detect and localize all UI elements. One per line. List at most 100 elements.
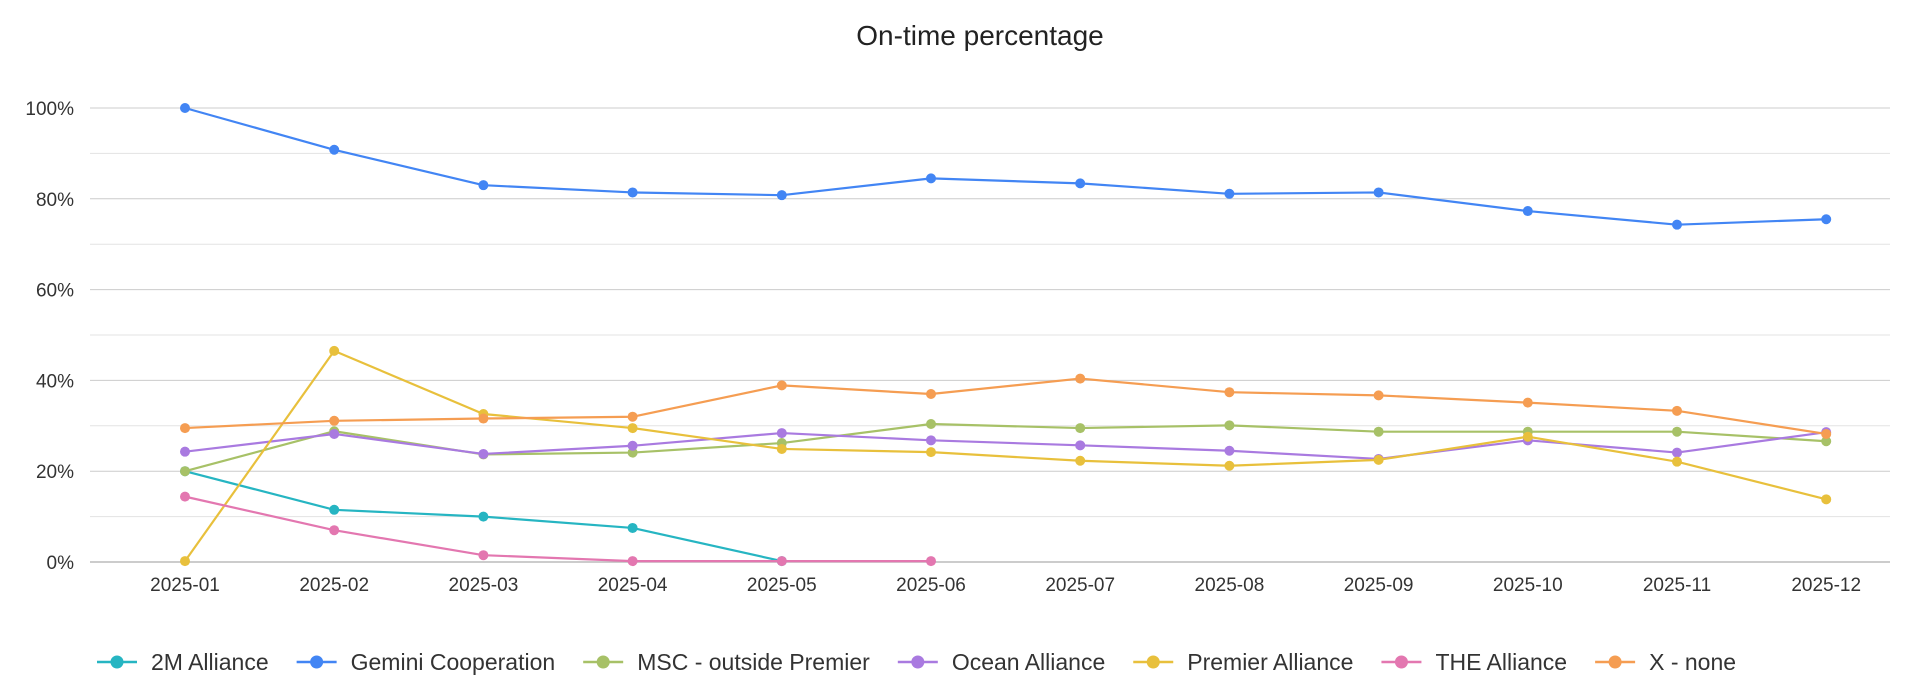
data-point <box>1075 373 1086 384</box>
data-point <box>926 389 936 400</box>
series-group <box>180 103 1832 567</box>
data-point <box>180 491 190 502</box>
x-tick-label: 2025-06 <box>896 575 966 596</box>
data-point <box>1224 387 1235 398</box>
data-point <box>1522 206 1533 217</box>
legend-swatch-marker <box>1394 655 1408 669</box>
data-point <box>627 522 638 533</box>
data-point <box>1224 445 1235 456</box>
data-point <box>478 448 489 459</box>
x-tick-label: 2025-01 <box>150 575 220 596</box>
legend-item: MSC - outside Premier <box>583 649 870 675</box>
x-tick-label: 2025-07 <box>1045 575 1115 596</box>
data-point <box>776 380 787 391</box>
y-tick-label: 0% <box>47 553 75 574</box>
y-tick-label: 60% <box>36 281 74 302</box>
x-tick-label: 2025-05 <box>747 575 817 596</box>
legend-label: MSC - outside Premier <box>637 649 870 675</box>
data-point <box>627 423 638 434</box>
legend-label: THE Alliance <box>1435 649 1567 675</box>
y-tick-label: 20% <box>36 462 74 483</box>
x-tick-label: 2025-11 <box>1643 575 1711 596</box>
data-point <box>1075 440 1086 451</box>
series-line <box>184 349 1827 562</box>
data-point <box>1224 460 1235 471</box>
data-point <box>329 345 340 356</box>
y-tick-label: 40% <box>36 371 74 392</box>
data-point <box>1672 456 1682 467</box>
data-point <box>627 187 638 198</box>
legend-label: 2M Alliance <box>151 649 269 675</box>
data-point <box>926 418 936 429</box>
legend-swatch-marker <box>110 655 124 669</box>
data-point <box>926 447 936 458</box>
legend-label: X - none <box>1649 649 1736 675</box>
x-tick-label: 2025-02 <box>299 575 369 596</box>
legend-item: Ocean Alliance <box>897 649 1105 675</box>
data-point <box>1821 428 1832 439</box>
data-point <box>1821 436 1832 447</box>
series-6 <box>180 373 1832 439</box>
series-4 <box>180 345 1832 567</box>
data-point <box>1522 397 1533 408</box>
legend-item: Premier Alliance <box>1133 649 1353 675</box>
data-point <box>180 423 190 434</box>
data-point <box>329 415 340 426</box>
data-point <box>1522 431 1533 442</box>
data-point <box>776 428 787 439</box>
data-point <box>1373 390 1384 401</box>
legend-swatch-marker <box>1146 655 1160 669</box>
data-point <box>627 440 638 451</box>
legend-item: 2M Alliance <box>97 649 269 675</box>
data-point <box>627 411 638 422</box>
data-point <box>329 504 340 515</box>
data-point <box>180 446 190 457</box>
legend-item: Gemini Cooperation <box>296 649 555 675</box>
data-point <box>1373 426 1384 437</box>
data-point <box>1672 447 1682 458</box>
data-point <box>329 144 340 155</box>
data-point <box>1821 214 1832 225</box>
legend-item: THE Alliance <box>1381 649 1567 675</box>
series-5 <box>180 491 936 567</box>
data-point <box>776 443 787 454</box>
legend-swatch-marker <box>310 655 324 669</box>
data-point <box>478 413 489 424</box>
x-tick-label: 2025-10 <box>1493 575 1563 596</box>
data-point <box>1672 426 1682 437</box>
legend: 2M Alliance Gemini Cooperation MSC - outsi… <box>97 649 1736 675</box>
data-point <box>1373 187 1384 198</box>
legend-swatch-marker <box>911 655 925 669</box>
data-point <box>1224 420 1235 431</box>
x-tick-label: 2025-09 <box>1344 575 1414 596</box>
data-point <box>1672 405 1682 416</box>
data-point <box>926 173 936 184</box>
legend-swatch-marker <box>1608 655 1622 669</box>
y-tick-label: 100% <box>25 99 74 120</box>
data-point <box>926 435 936 446</box>
series-line <box>184 495 931 563</box>
legend-label: Ocean Alliance <box>952 649 1105 675</box>
data-point <box>329 525 340 536</box>
chart-title: On-time percentage <box>856 20 1103 51</box>
x-tick-label: 2025-12 <box>1791 575 1861 596</box>
series-1 <box>180 103 1832 230</box>
x-axis-ticks: 2025-01 2025-02 2025-03 2025-04 2025-05 2025-… <box>150 575 1861 596</box>
data-point <box>180 556 190 567</box>
data-point <box>627 556 638 567</box>
data-point <box>180 103 190 113</box>
data-point <box>180 466 190 477</box>
series-line <box>184 431 1827 461</box>
data-point <box>776 556 787 567</box>
series-line <box>184 106 1827 226</box>
data-point <box>478 511 489 522</box>
data-point <box>478 180 489 191</box>
x-tick-label: 2025-03 <box>449 575 519 596</box>
y-axis-ticks: 0% 20% 40% 60% 80% 100% <box>25 99 74 574</box>
gridlines <box>90 107 1890 563</box>
data-point <box>1224 188 1235 199</box>
data-point <box>1075 455 1086 466</box>
data-point <box>478 550 489 561</box>
